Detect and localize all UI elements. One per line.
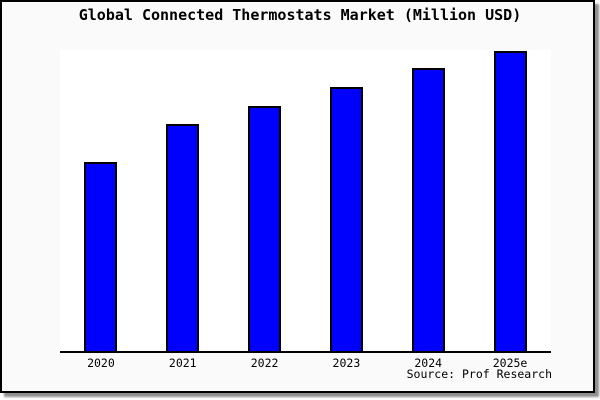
x-tick-label-2021: 2021 [168, 356, 197, 370]
bar-2021 [166, 124, 200, 351]
chart-title: Global Connected Thermostats Market (Mil… [78, 6, 522, 24]
x-tick-label-2020: 2020 [87, 356, 115, 370]
bar-slot-2021 [142, 50, 224, 351]
bar-2024 [411, 68, 445, 351]
bar-2022 [248, 106, 282, 351]
x-tick-label-2023: 2023 [332, 356, 361, 370]
bar-2023 [329, 87, 363, 351]
x-tick-label-2022: 2022 [250, 356, 279, 370]
bar-slot-2022 [224, 50, 306, 351]
x-tick-label-2025e: 2025e [492, 356, 528, 370]
bar-2020 [84, 162, 118, 351]
x-axis-tick-labels: 2020 2021 2022 2023 2024 2025e [60, 356, 551, 370]
bar-series [60, 50, 551, 351]
source-attribution: Source: Prof Research [406, 367, 552, 381]
bar-slot-2023 [305, 50, 387, 351]
bar-slot-2020 [60, 50, 142, 351]
x-tick-label-2024: 2024 [414, 356, 443, 370]
bar-slot-2025e [469, 50, 551, 351]
bar-slot-2024 [387, 50, 469, 351]
bar-2025e [493, 51, 527, 351]
plot-area [60, 50, 551, 353]
